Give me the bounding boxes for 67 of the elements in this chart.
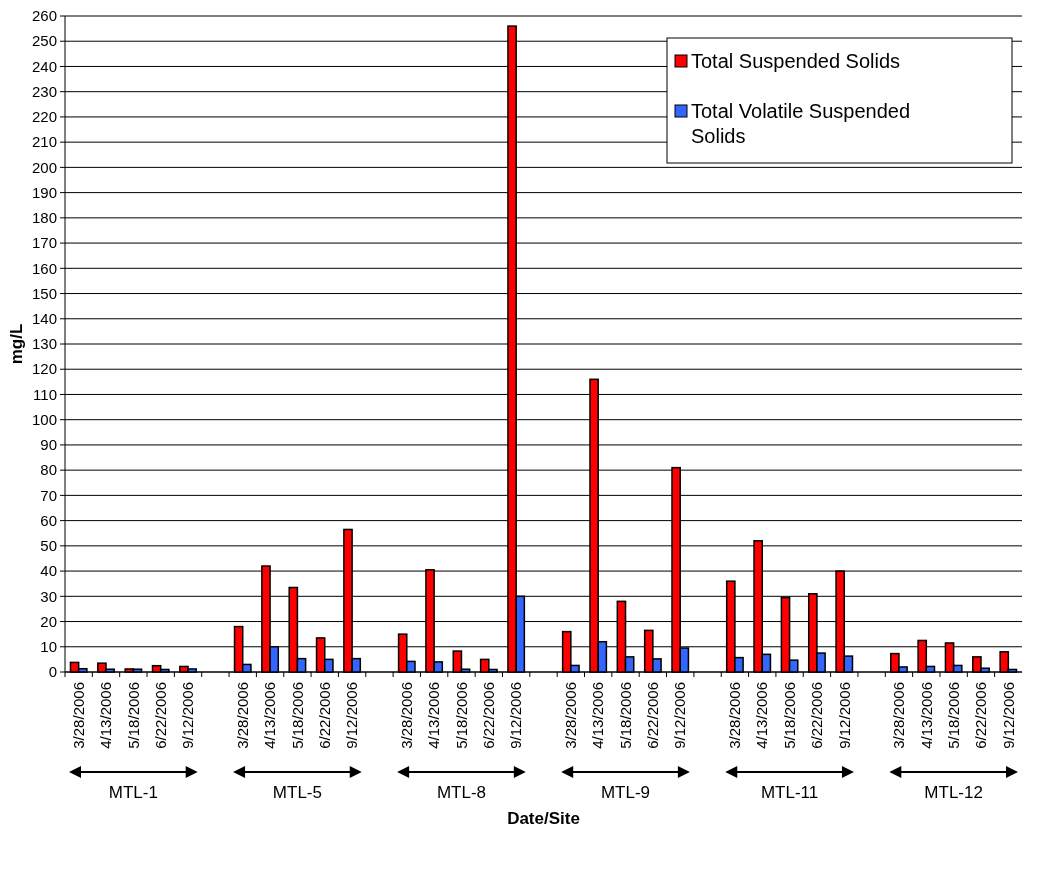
x-tick-label: 9/12/2006 xyxy=(179,682,197,749)
text: MTL-11 xyxy=(760,783,819,802)
x-tick-label: 3/28/2006 xyxy=(726,682,744,749)
x-tick-label: 9/12/2006 xyxy=(835,682,853,749)
text: MTL-12 xyxy=(924,783,983,802)
y-tick-label: 40 xyxy=(40,562,57,580)
y-tick-label: 80 xyxy=(40,461,57,479)
legend-label: Total Volatile Suspended Solids xyxy=(691,100,911,147)
legend-label: Total Suspended Solids xyxy=(691,50,901,72)
y-tick-label: 70 xyxy=(40,486,57,504)
x-tick-label: 4/13/2006 xyxy=(753,682,771,749)
x-tick-label: 4/13/2006 xyxy=(261,682,279,749)
text: MTL-5 xyxy=(272,783,322,802)
y-axis-title: mg/L xyxy=(7,323,26,365)
y-tick-label: 190 xyxy=(31,183,57,201)
x-tick-label: 5/18/2006 xyxy=(288,682,306,749)
y-tick-label: 200 xyxy=(31,158,57,176)
y-tick-label: 140 xyxy=(31,310,57,328)
x-tick-label: 3/28/2006 xyxy=(69,682,87,749)
x-tick-label: 9/12/2006 xyxy=(343,682,361,749)
x-tick-label: 6/22/2006 xyxy=(644,682,662,749)
y-tick-label: 220 xyxy=(31,108,57,126)
y-tick-label: 180 xyxy=(31,209,57,227)
x-tick-label: 6/22/2006 xyxy=(972,682,990,749)
x-tick-label: 9/12/2006 xyxy=(507,682,525,749)
x-tick-label: 3/28/2006 xyxy=(562,682,580,749)
x-tick-label: 5/18/2006 xyxy=(616,682,634,749)
y-tick-label: 240 xyxy=(31,57,57,75)
x-tick-label: 4/13/2006 xyxy=(97,682,115,749)
x-tick-label: 3/28/2006 xyxy=(398,682,416,749)
text: MTL-9 xyxy=(600,783,651,802)
y-tick-label: 100 xyxy=(31,410,57,428)
x-tick-label: 4/13/2006 xyxy=(917,682,935,749)
y-tick-label: 110 xyxy=(33,385,57,403)
x-tick-label: 3/28/2006 xyxy=(890,682,908,749)
x-axis-title: Date/Site xyxy=(507,809,580,828)
y-tick-label: 60 xyxy=(40,511,57,529)
y-tick-label: 160 xyxy=(31,259,57,277)
y-tick-label: 210 xyxy=(31,133,57,151)
y-tick-label: 230 xyxy=(31,82,57,100)
y-tick-label: 20 xyxy=(40,612,57,630)
y-tick-label: 30 xyxy=(40,587,57,605)
x-tick-label: 4/13/2006 xyxy=(589,682,607,749)
x-tick-label: 6/22/2006 xyxy=(808,682,826,749)
y-tick-label: 170 xyxy=(31,234,57,252)
y-tick-label: 10 xyxy=(40,638,57,656)
y-tick-label: 90 xyxy=(40,436,57,454)
x-tick-label: 9/12/2006 xyxy=(999,682,1017,749)
x-tick-label: 5/18/2006 xyxy=(452,682,470,749)
y-tick-label: 120 xyxy=(31,360,57,378)
x-tick-label: 4/13/2006 xyxy=(425,682,443,749)
x-tick-label: 6/22/2006 xyxy=(316,682,334,749)
y-tick-label: 0 xyxy=(48,663,57,681)
y-tick-label: 50 xyxy=(40,537,57,555)
y-tick-label: 260 xyxy=(31,7,57,25)
x-tick-label: 9/12/2006 xyxy=(671,682,689,749)
text: MTL-1 xyxy=(108,783,158,802)
text: MTL-8 xyxy=(436,783,487,802)
x-tick-label: 5/18/2006 xyxy=(944,682,962,749)
y-tick-label: 130 xyxy=(31,335,57,353)
x-tick-label: 5/18/2006 xyxy=(780,682,798,749)
x-tick-label: 5/18/2006 xyxy=(124,682,142,749)
x-tick-label: 3/28/2006 xyxy=(233,682,251,749)
y-tick-label: 150 xyxy=(31,284,57,302)
y-tick-label: 250 xyxy=(31,32,57,50)
x-tick-label: 6/22/2006 xyxy=(480,682,498,749)
x-tick-label: 6/22/2006 xyxy=(151,682,169,749)
